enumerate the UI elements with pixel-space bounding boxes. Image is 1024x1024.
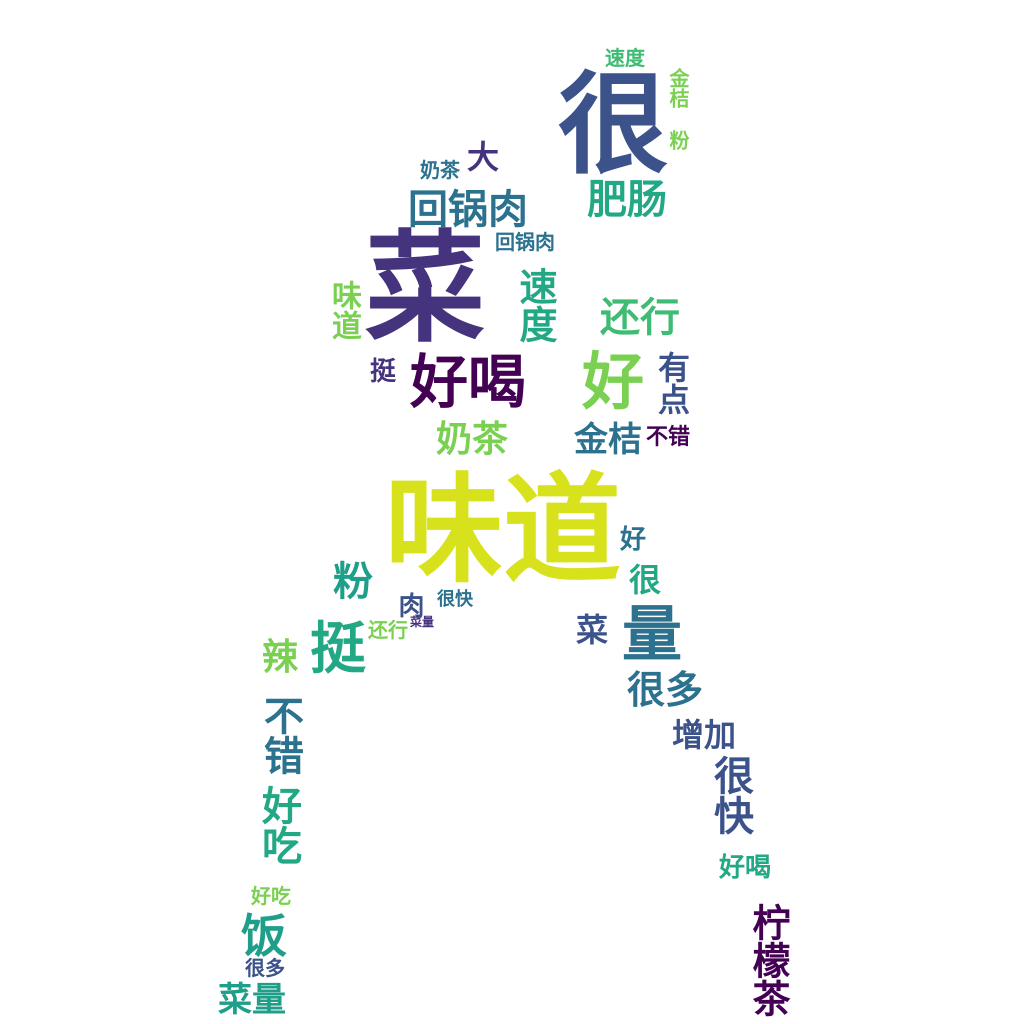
word-cailiang-small: 菜量 — [409, 615, 435, 629]
word-da-medium: 大 — [466, 138, 500, 176]
word-weidao-medium: 味道 — [326, 280, 361, 340]
word-feichang-large: 肥肠 — [587, 177, 667, 223]
word-haohe-large: 好喝 — [409, 348, 527, 416]
word-cailiang-medium: 菜量 — [218, 980, 286, 1020]
word-haochi-large: 好吃 — [255, 785, 301, 865]
word-henduo-large: 很多 — [626, 668, 704, 712]
word-hen-large: 很 — [558, 61, 668, 189]
word-hen-medium: 很 — [628, 561, 662, 599]
word-cai-medium: 菜 — [575, 611, 609, 649]
word-cai-large: 菜 — [365, 220, 485, 359]
word-haohe-medium: 好喝 — [718, 853, 772, 883]
word-youdian-large: 有点 — [653, 351, 691, 415]
word-fen-small: 粉 — [666, 130, 690, 150]
word-naicha-large: 奶茶 — [435, 419, 509, 460]
word-ting-large: 挺 — [310, 617, 366, 682]
word-hao-large: 好 — [581, 345, 645, 418]
word-jinju-medium: 金桔 — [666, 68, 690, 108]
word-zengjia-medium: 增加 — [671, 716, 737, 754]
word-henduo-small: 很多 — [245, 956, 285, 980]
word-weidao-large: 味道 — [384, 461, 622, 599]
word-hao-medium: 好 — [619, 525, 647, 555]
word-naicha-medium: 奶茶 — [420, 158, 460, 182]
word-haochi-small: 好吃 — [251, 884, 291, 908]
word-bucuo-medium: 不错 — [645, 425, 691, 450]
word-fen-medium: 粉 — [333, 559, 373, 605]
word-bucuo-large: 不错 — [257, 695, 303, 775]
word-la-medium: 辣 — [261, 637, 299, 678]
word-henkuai-small: 很快 — [437, 589, 473, 610]
word-huiguorou-medium: 回锅肉 — [495, 230, 555, 254]
word-huiguorou-large: 回锅肉 — [408, 187, 528, 233]
word-rou-medium: 肉 — [394, 592, 424, 618]
word-ting-medium: 挺 — [369, 357, 397, 387]
word-fan-large: 饭 — [241, 909, 287, 963]
word-sudu-medium: 速度 — [605, 46, 645, 70]
word-liang-large: 量 — [622, 600, 682, 670]
word-jinju-large: 金桔 — [574, 420, 642, 460]
word-haixing-small: 还行 — [368, 618, 408, 642]
word-sudu-large: 速度 — [513, 267, 557, 343]
word-henkuai-large: 很快 — [707, 755, 753, 835]
word-haixing-large: 还行 — [600, 295, 680, 341]
word-ningmengcha-large: 柠檬茶 — [746, 903, 790, 1017]
